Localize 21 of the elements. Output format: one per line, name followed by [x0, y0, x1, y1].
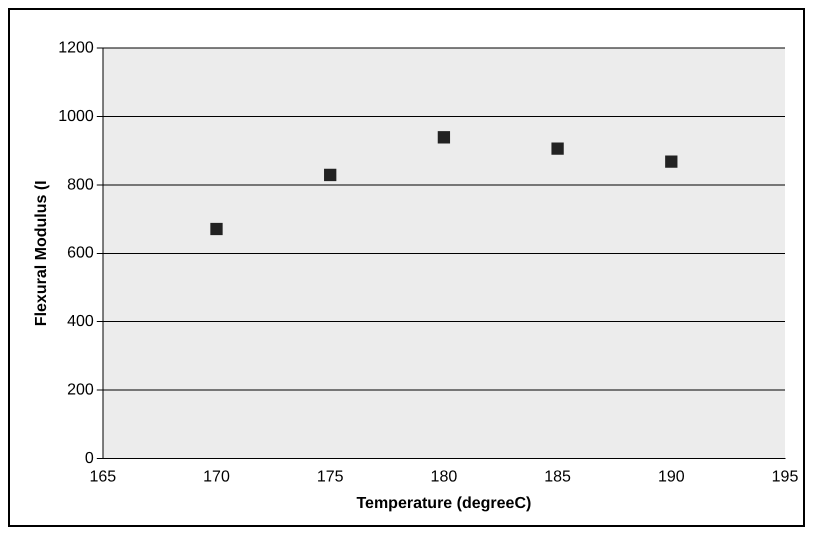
y-tick-label: 400	[67, 313, 94, 330]
x-tick-label: 195	[772, 468, 798, 486]
x-tick-label: 180	[430, 468, 458, 486]
point	[665, 155, 678, 168]
x-tick-label: 190	[658, 468, 685, 486]
x-tick-label: 170	[203, 468, 230, 486]
point	[551, 142, 564, 155]
x-tick-label: 175	[316, 468, 344, 486]
point	[438, 131, 450, 144]
point	[324, 168, 336, 182]
x-tick-label: 185	[544, 468, 572, 486]
y-tick-label: 200	[67, 382, 94, 399]
x-axis-title: Temperature (degreeC)	[356, 494, 532, 512]
y-tick-label: 800	[67, 176, 94, 194]
y-tick-label: 1200	[58, 39, 94, 56]
y-tick-label: 0	[84, 450, 94, 468]
point	[210, 222, 223, 236]
y-tick-label: 1000	[58, 108, 94, 125]
y-tick-label: 600	[67, 244, 94, 262]
x-tick-label: 165	[89, 468, 116, 486]
y-axis-title: Flexural Modulus (I	[33, 180, 50, 326]
